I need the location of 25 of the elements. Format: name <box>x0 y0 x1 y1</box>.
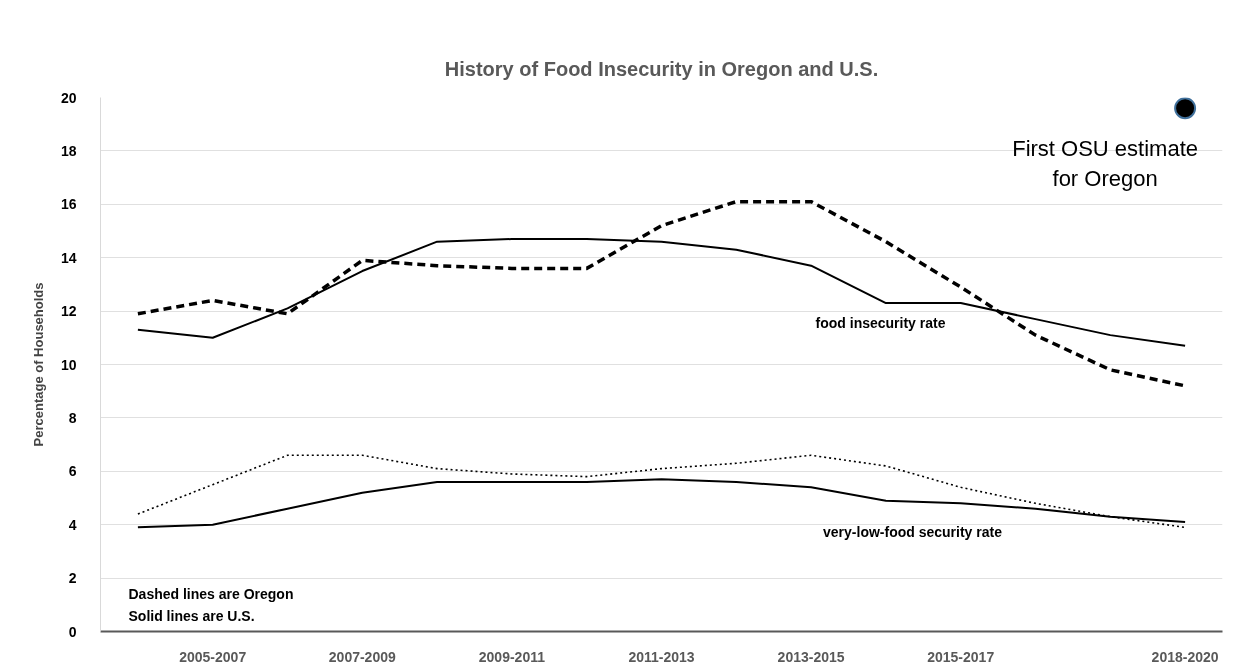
annotation: food insecurity rate <box>815 314 946 331</box>
y-tick-label: 14 <box>60 249 77 266</box>
y-tick-label: 8 <box>68 409 77 426</box>
annotation: Solid lines are U.S. <box>128 607 255 624</box>
y-tick-label: 4 <box>68 516 77 533</box>
x-tick-label: 2013-2015 <box>777 648 845 665</box>
y-axis-title: Percentage of Households <box>30 282 46 447</box>
y-tick-label: 20 <box>60 89 77 106</box>
x-tick-label: 2015-2017 <box>927 648 995 665</box>
y-tick-label: 2 <box>68 570 77 587</box>
annotation: very-low-food security rate <box>823 523 1003 540</box>
x-tick-label: 2007-2009 <box>328 648 396 665</box>
y-tick-label: 0 <box>68 623 77 640</box>
annotation: Dashed lines are Oregon <box>128 585 294 602</box>
x-tick-label: 2005-2007 <box>179 648 247 665</box>
series-label: First OSU estimate for Oregon <box>1012 135 1199 191</box>
y-tick-label: 12 <box>60 303 77 320</box>
x-tick-label: 2011-2013 <box>628 648 695 665</box>
y-tick-label: 18 <box>60 142 77 159</box>
x-tick-label: 2009-2011 <box>478 648 546 665</box>
chart-title: History of Food Insecurity in Oregon and U.S. <box>444 58 879 80</box>
y-tick-label: 10 <box>60 356 77 373</box>
y-tick-label: 6 <box>68 463 77 480</box>
y-tick-label: 16 <box>60 196 77 213</box>
x-tick-label: 2018-2020 <box>1151 648 1219 665</box>
